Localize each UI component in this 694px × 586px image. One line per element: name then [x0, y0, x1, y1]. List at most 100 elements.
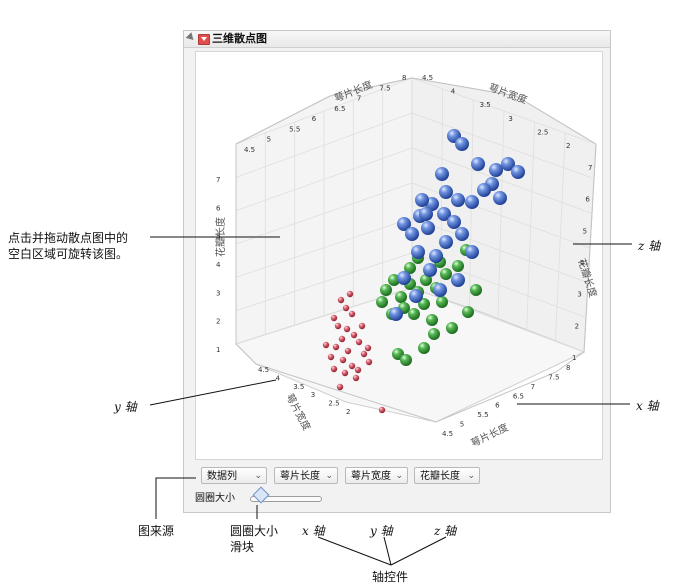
point-versicolor: [418, 342, 430, 354]
point-versicolor: [380, 284, 392, 296]
tick-label-left: 4: [216, 261, 221, 269]
x-axis-bottom-callout: x 轴: [302, 524, 325, 538]
point-versicolor: [408, 308, 420, 320]
z-axis-callout: z 轴: [638, 239, 661, 253]
point-versicolor: [400, 354, 412, 366]
point-setosa: [346, 290, 354, 298]
z-axis-dropdown[interactable]: 花瓣长度 ⌄: [414, 467, 480, 484]
tick-label-right: 4: [580, 259, 585, 267]
source-callout: 图来源: [138, 524, 175, 538]
point-virginica: [471, 157, 485, 171]
plot-area[interactable]: 萼片长度 萼片宽度 花瓣长度 花瓣长度 萼片宽度 萼片长度 4.5 5 5.5 6 6.…: [195, 51, 603, 460]
point-setosa: [354, 366, 362, 374]
tick-label-right: 5: [583, 227, 587, 235]
point-virginica: [429, 249, 443, 263]
tick-label-bottom-right: 7: [531, 383, 535, 391]
point-virginica: [455, 227, 469, 241]
tick-label-top-left: 4.5: [244, 146, 255, 154]
dropdown-label: 花瓣长度: [420, 471, 460, 482]
point-versicolor: [426, 314, 438, 326]
axis-controls-bar: 数据列 ⌄ 萼片长度 ⌄ 萼片宽度 ⌄ 花瓣长度 ⌄ 圆圈大小: [195, 467, 601, 511]
dropdown-label: 萼片长度: [280, 471, 320, 482]
tick-label-top-left: 7: [357, 95, 361, 103]
x-axis-dropdown[interactable]: 萼片长度 ⌄: [274, 467, 338, 484]
point-setosa: [343, 325, 351, 333]
frame-right: [555, 143, 597, 373]
point-versicolor: [418, 298, 430, 310]
tick-label-bottom-right: 5.5: [477, 411, 488, 419]
point-versicolor: [376, 296, 388, 308]
red-triangle-menu-icon[interactable]: [198, 34, 210, 45]
point-virginica: [477, 183, 491, 197]
circle-size-slider-track[interactable]: [250, 496, 322, 502]
point-virginica: [439, 185, 453, 199]
tick-label-bottom-left: 2.5: [328, 400, 339, 408]
y-axis-bottom-callout: y 轴: [370, 524, 393, 538]
point-versicolor: [436, 296, 448, 308]
tick-label-right: 7: [588, 164, 592, 172]
chevron-down-icon: ⌄: [254, 471, 262, 481]
tick-label-bottom-left: 2: [346, 408, 350, 416]
point-virginica: [423, 263, 437, 277]
point-virginica: [435, 167, 449, 181]
axis-controls-leader-z: [390, 536, 447, 566]
point-setosa: [332, 343, 340, 351]
point-virginica: [501, 157, 515, 171]
dropdown-label: 萼片宽度: [351, 471, 391, 482]
axis-controls-leader-y: [383, 536, 392, 566]
point-virginica: [397, 271, 411, 285]
point-setosa: [339, 356, 347, 364]
frame-bottom: [255, 363, 557, 423]
point-virginica: [465, 245, 479, 259]
point-setosa: [364, 344, 372, 352]
point-virginica: [411, 245, 425, 259]
point-virginica: [389, 307, 403, 321]
tick-label-left: 2: [216, 318, 220, 326]
tick-labels: 4.5 5 5.5 6 6.5 7 7.5 8 4.5 4 3.5 3 2.5 2 7 6 5 4 3 2 1 7 6 5 4 3…: [216, 74, 592, 438]
tick-label-bottom-left: 4: [276, 374, 281, 382]
source-leader: [155, 477, 196, 519]
point-setosa: [336, 383, 344, 391]
tick-label-left: 6: [216, 204, 221, 212]
tick-label-left: 7: [216, 176, 220, 184]
frame-top: [235, 77, 597, 145]
point-versicolor: [388, 274, 400, 286]
point-setosa: [360, 350, 368, 358]
y-axis-callout: y 轴: [114, 400, 137, 414]
frame-left: [235, 144, 257, 365]
tick-label-bottom-right: 5: [460, 421, 464, 429]
point-versicolor: [404, 262, 416, 274]
point-setosa: [330, 314, 338, 322]
tick-label-right: 1: [572, 354, 576, 362]
tick-label-top-right: 2.5: [537, 128, 548, 136]
slider-callout-line1: 圆圈大小: [230, 524, 279, 538]
tick-label-top-left: 8: [402, 74, 406, 82]
tick-label-right: 6: [585, 196, 590, 204]
tick-label-top-left: 6: [312, 115, 317, 123]
data-column-dropdown[interactable]: 数据列 ⌄: [201, 467, 267, 484]
y-axis-dropdown[interactable]: 萼片宽度 ⌄: [345, 467, 408, 484]
point-versicolor: [440, 268, 452, 280]
point-setosa: [350, 331, 358, 339]
point-setosa: [322, 341, 330, 349]
point-virginica: [409, 289, 423, 303]
dropdown-label: 数据列: [207, 471, 237, 482]
tick-label-top-right: 3.5: [480, 101, 491, 109]
point-virginica: [421, 221, 435, 235]
circle-size-label: 圆圈大小: [195, 493, 235, 504]
panel-titlebar: 三维散点图: [184, 31, 610, 48]
tick-label-right: 2: [575, 322, 579, 330]
point-versicolor: [446, 322, 458, 334]
point-versicolor: [462, 306, 474, 318]
point-setosa: [334, 322, 342, 330]
tick-label-top-left: 5: [267, 136, 271, 144]
point-virginica: [439, 235, 453, 249]
chevron-down-icon: ⌄: [325, 471, 333, 481]
y-axis-leader: [149, 379, 277, 406]
axis-controls-leader-x: [317, 536, 392, 566]
point-virginica: [447, 215, 461, 229]
rotate-hint-line1: 点击并拖动散点图中的: [8, 231, 129, 245]
point-setosa: [348, 310, 356, 318]
scatter-3d-canvas[interactable]: 萼片长度 萼片宽度 花瓣长度 花瓣长度 萼片宽度 萼片长度 4.555.566.…: [196, 52, 602, 459]
